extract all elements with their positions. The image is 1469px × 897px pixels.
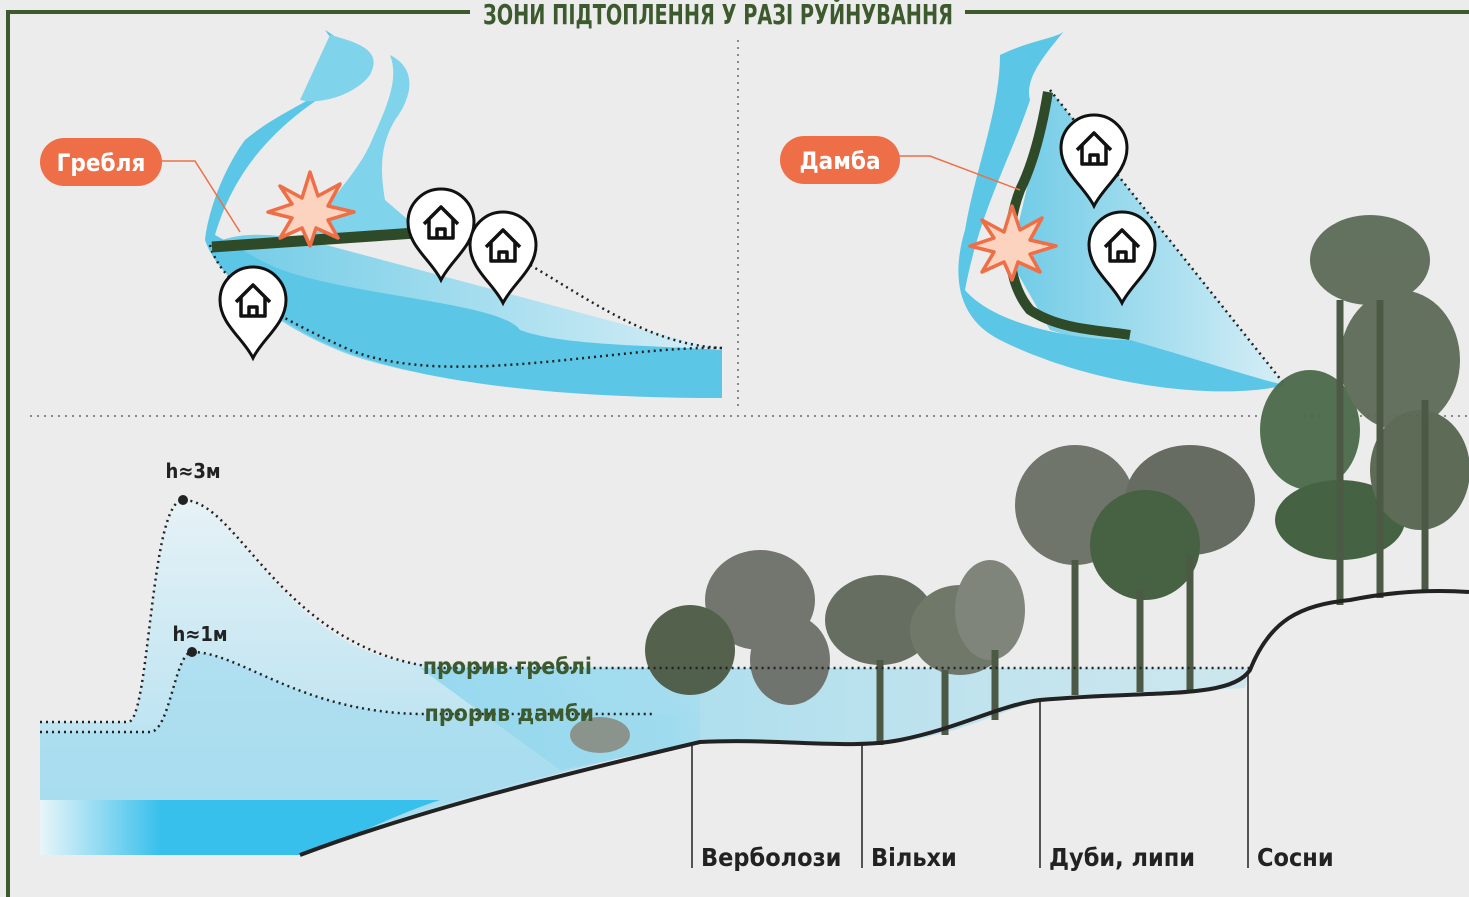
levee-label: Дамба xyxy=(799,147,880,175)
infographic: ЗОНИ ПІДТОПЛЕННЯ У РАЗІ РУЙНУВАННЯ Гребл… xyxy=(0,0,1469,897)
zone-label: Верболози xyxy=(701,843,841,872)
dam-label: Гребля xyxy=(57,149,146,177)
dam-map xyxy=(40,30,722,398)
level-high-label: прорив греблі xyxy=(423,654,592,680)
title: ЗОНИ ПІДТОПЛЕННЯ У РАЗІ РУЙНУВАННЯ xyxy=(483,0,953,31)
wave-low-label: h≈1м xyxy=(172,622,227,646)
zone-label: Сосни xyxy=(1257,843,1334,872)
zone-label: Дуби, липи xyxy=(1049,843,1195,872)
levee-map xyxy=(780,30,1285,391)
wave-high-label: h≈3м xyxy=(165,459,220,483)
zone-label: Вільхи xyxy=(871,843,957,872)
level-low-label: прорив дамби xyxy=(425,701,594,727)
